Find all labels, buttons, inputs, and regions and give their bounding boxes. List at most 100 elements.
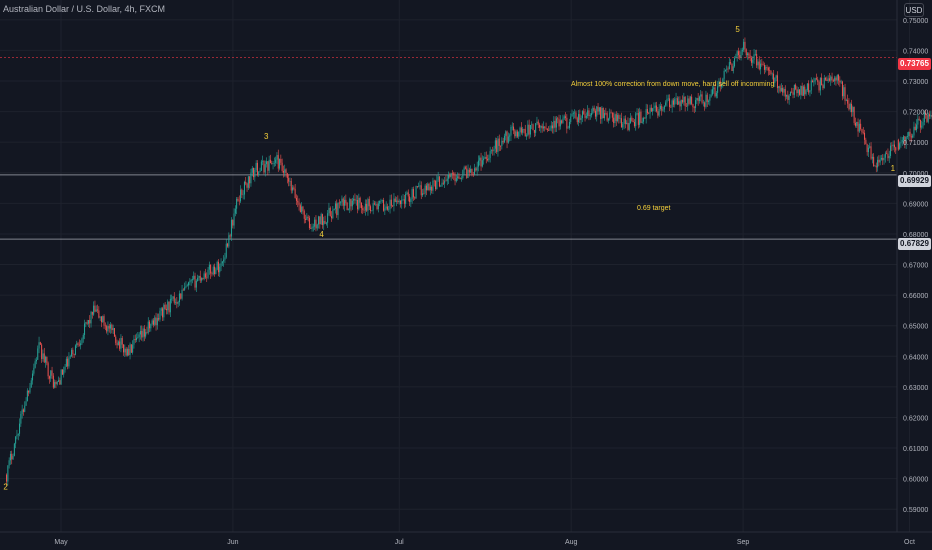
candle-body [191, 279, 193, 280]
candle-body [194, 275, 196, 288]
candle-body [221, 261, 223, 264]
candle-body [929, 114, 931, 117]
candle-body [493, 148, 495, 152]
candle-body [189, 281, 191, 283]
candle-body [216, 261, 218, 270]
candle-body [95, 309, 97, 312]
candle-body [376, 204, 378, 210]
candle-body [724, 69, 726, 71]
candle-body [89, 320, 91, 324]
candle-body [86, 322, 88, 324]
candle-body [338, 202, 340, 204]
candle-body [584, 113, 586, 118]
candle-body [788, 95, 790, 100]
candle-body [542, 126, 544, 129]
time-axis[interactable]: MayJunJulAugSepOctNovDec2021FebMar23 [54, 539, 932, 546]
candle-body [172, 296, 174, 299]
candle-body [464, 167, 466, 169]
candle-body [199, 275, 201, 281]
candle-body [168, 301, 170, 313]
candle-body [162, 308, 164, 318]
wave-label: 2 [3, 482, 8, 491]
candle-body [264, 164, 266, 173]
candle-body [528, 124, 530, 135]
candle-body [201, 278, 203, 281]
candle-body [306, 216, 308, 220]
price-axis[interactable]: 0.75000 0.74000 0.73000 0.72000 0.71000 0.700… [903, 18, 928, 514]
candle-body [589, 115, 591, 117]
candle-body [446, 178, 448, 182]
candle-body [379, 200, 381, 204]
candle-body [791, 91, 793, 93]
candle-body [419, 185, 421, 187]
candle-body [74, 345, 76, 355]
candle-body [107, 325, 109, 332]
candle-body [220, 263, 222, 267]
candle-body [670, 106, 672, 108]
candle-body [767, 67, 769, 71]
candle-body [302, 206, 304, 212]
candle-body [774, 77, 776, 83]
grid [0, 0, 910, 532]
candle-body [557, 118, 559, 120]
candle-body [749, 55, 751, 58]
candle-body [69, 356, 71, 358]
candle-body [897, 139, 899, 150]
candle-body [602, 107, 604, 119]
candle-body [566, 117, 568, 129]
symbol-title: Australian Dollar / U.S. Dollar, 4h, FXC… [3, 4, 166, 14]
candle-body [336, 203, 338, 216]
candle-body [887, 153, 889, 159]
candle-body [340, 202, 342, 204]
candle-body [410, 199, 412, 202]
candle-body [684, 96, 686, 107]
candle-body [156, 318, 158, 326]
candle-body [223, 259, 225, 262]
candle-body [108, 325, 110, 329]
currency-button[interactable]: USD [904, 3, 924, 17]
candle-body [90, 311, 92, 324]
candle-body [581, 111, 583, 119]
candle-body [722, 78, 724, 85]
candle-body [763, 64, 765, 70]
candle-body [133, 339, 135, 345]
candle-body [279, 158, 281, 169]
candle-body [184, 287, 186, 290]
candle-body [251, 167, 253, 173]
candle-body [871, 156, 873, 159]
candle-body [531, 124, 533, 126]
candle-body [585, 115, 587, 118]
candle-body [792, 92, 794, 95]
candle-body [85, 322, 87, 324]
candle-body [401, 199, 403, 205]
candle-body [227, 243, 229, 247]
candle-body [158, 318, 160, 320]
candle-body [295, 197, 297, 201]
candle-body [549, 128, 551, 131]
candle-body [574, 112, 576, 114]
candle-body [394, 198, 396, 202]
candle-body [597, 106, 599, 112]
candle-body [362, 208, 364, 211]
candle-body [299, 205, 301, 213]
candle-body [548, 130, 550, 131]
candle-body [87, 320, 89, 324]
candle-body [930, 115, 932, 117]
candle-body [830, 76, 832, 81]
candle-body [669, 98, 671, 107]
candle-body [56, 381, 58, 385]
y-tick-label: 0.68000 [903, 232, 928, 239]
candle-body [823, 78, 825, 89]
candle-body [441, 182, 443, 186]
candle-body [476, 166, 478, 171]
candle-body [658, 109, 660, 116]
candle-body [691, 96, 693, 105]
candle-body [243, 181, 245, 195]
candle-body [858, 123, 860, 132]
candle-body [895, 147, 897, 151]
candle-body [598, 107, 600, 112]
candle-body [316, 224, 318, 229]
candle-body [526, 135, 528, 137]
candle-body [879, 159, 881, 163]
